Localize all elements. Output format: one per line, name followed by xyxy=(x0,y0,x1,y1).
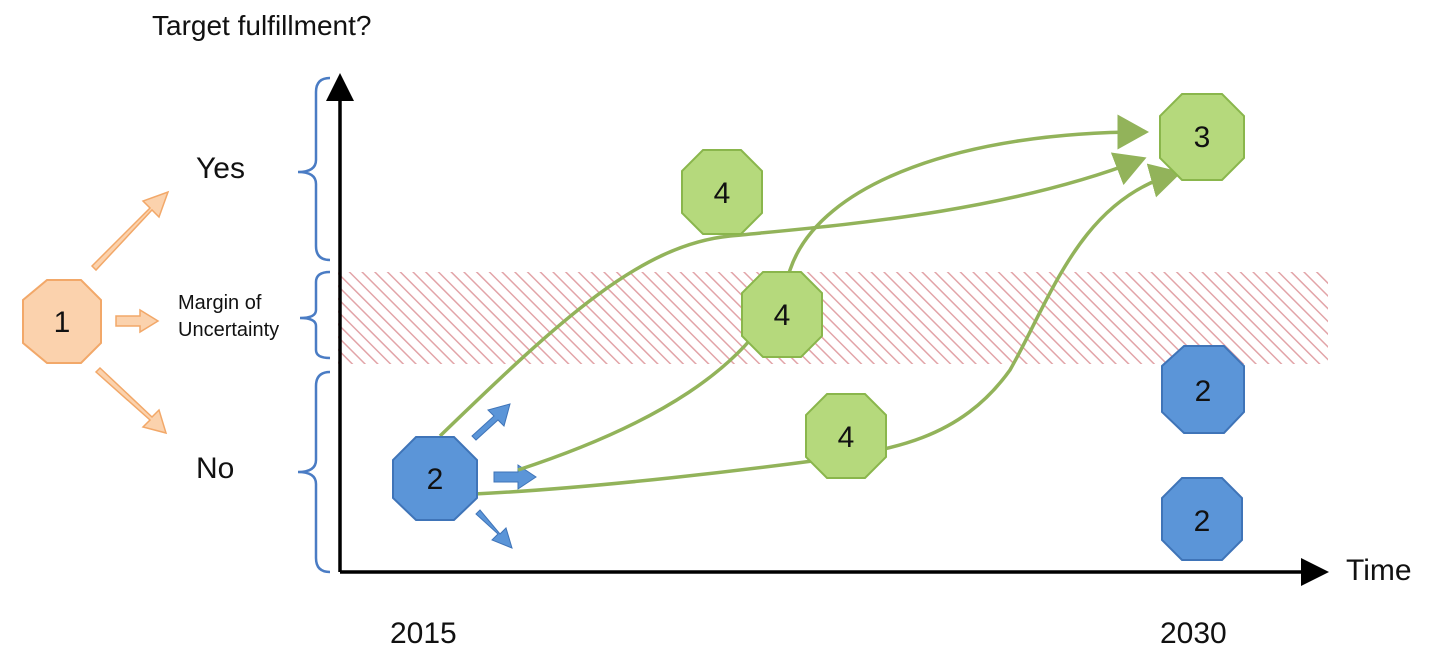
path-node-a: 4 xyxy=(681,149,763,235)
category-margin-line2: Uncertainty xyxy=(178,319,280,341)
path-node-a-label: 4 xyxy=(714,177,731,210)
orange-arrow-right xyxy=(115,308,160,334)
target-met-node-label: 3 xyxy=(1194,121,1211,154)
curve-to-target-top xyxy=(438,152,1147,438)
category-margin-line1: Margin of xyxy=(178,292,262,314)
future-low-node-2-label: 2 xyxy=(1194,505,1211,538)
category-yes: Yes xyxy=(196,152,245,185)
margin-bracket xyxy=(299,270,331,360)
no-bracket xyxy=(297,370,331,574)
future-low-node-2: 2 xyxy=(1161,477,1243,561)
start-node-label: 1 xyxy=(54,306,71,339)
x-tick-2030: 2030 xyxy=(1160,617,1227,650)
curve-to-target-low xyxy=(473,163,1182,496)
future-low-node-1: 2 xyxy=(1161,345,1245,434)
x-tick-2015: 2015 xyxy=(390,617,457,650)
x-axis-title: Time xyxy=(1346,554,1412,587)
path-node-c: 4 xyxy=(805,393,887,479)
future-low-node-1-label: 2 xyxy=(1195,375,1212,408)
blue-arrow-down xyxy=(475,509,513,549)
target-met-node: 3 xyxy=(1159,93,1245,181)
path-node-b: 4 xyxy=(741,271,823,358)
blue-arrow-up xyxy=(471,403,511,441)
y-axis-title: Target fulfillment? xyxy=(152,10,372,41)
current-node-label: 2 xyxy=(427,463,444,496)
start-node: 1 xyxy=(22,279,102,364)
yes-bracket xyxy=(297,76,331,262)
orange-arrow-up xyxy=(90,190,170,272)
path-node-c-label: 4 xyxy=(838,421,855,454)
uncertainty-band xyxy=(338,272,1328,364)
blue-arrow-right xyxy=(493,464,537,490)
current-node: 2 xyxy=(392,436,478,521)
curve-to-target-mid xyxy=(517,114,1149,472)
category-no: No xyxy=(196,452,235,485)
category-margin: Margin of Uncertainty xyxy=(178,290,279,344)
path-node-b-label: 4 xyxy=(774,299,791,332)
orange-arrow-down xyxy=(94,366,168,435)
